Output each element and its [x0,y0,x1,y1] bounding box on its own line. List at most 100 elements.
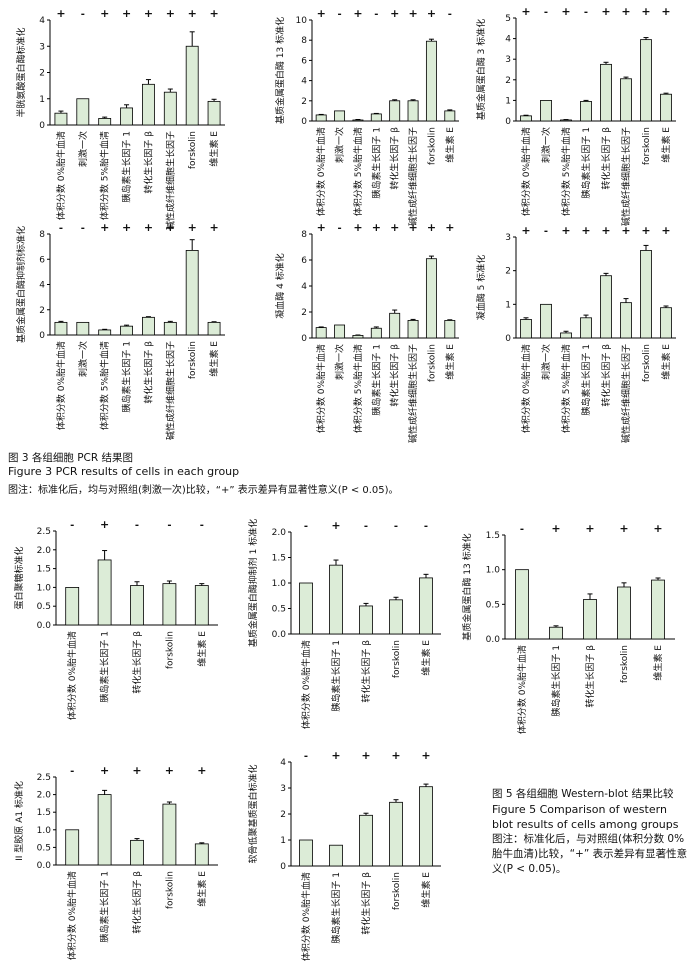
bar [65,829,80,866]
significance-marker: + [585,522,594,535]
y-tick-label: 4 [280,758,286,768]
category-label: 维生素 E [208,341,220,377]
category-label: 维生素 E [420,640,432,676]
y-tick-label: 1.5 [37,565,51,575]
y-tick-label: 2.5 [37,773,51,783]
figure5-title-en: Figure 5 Comparison of western blot resu… [492,803,679,831]
category-label: 转化生长因子 β [131,631,143,694]
significance-marker: - [448,9,452,20]
category-label: 转化生长因子 β [600,344,612,407]
significance-marker: - [584,7,588,18]
category-label: 碱性成纤维细胞生长因子 [164,341,176,440]
significance-marker: + [188,7,197,20]
significance-marker: - [394,521,398,532]
category-label: 胰岛素生长因子 1 [370,127,382,199]
y-axis-title: 基质金属蛋白酶 13 标准化 [461,533,473,640]
y-axis-title: 凝血酶 4 标准化 [274,253,286,318]
significance-marker: + [317,221,326,234]
category-label: forskolin [392,640,402,678]
significance-marker: + [653,522,662,535]
category-label: 胰岛素生长因子 1 [121,131,133,203]
bar [194,843,209,866]
chart-panel-5e: 0 1 2 3 4 软骨低聚基质蛋白标准化 - 体积分数 0%胎牛血清 + 胰岛素生长因子 1 + 转… [247,749,441,961]
category-label: 转化生长因子 β [584,645,596,708]
category-label: forskolin [620,645,630,683]
bar [329,844,343,867]
y-tick-label: 6 [301,256,307,266]
significance-marker: + [561,5,570,18]
category-label: 体积分数 0%胎牛血清 [300,872,312,961]
significance-marker: + [391,749,400,762]
y-tick-label: 1 [505,300,511,310]
y-axis-title: 凝血酶 5 标准化 [475,255,487,320]
y-axis-title: 基质金属蛋白酶抑制剂 1 标准化 [247,519,259,647]
bar [389,801,403,867]
category-label: 维生素 E [420,872,432,908]
y-tick-label: 10 [296,16,308,26]
figure3-title: 图 3 各组细胞 PCR 结果图 [8,452,133,464]
y-tick-label: 0.0 [272,630,287,640]
y-tick-label: 2 [39,69,45,79]
bar [194,585,209,626]
category-label: 维生素 E [196,631,208,667]
y-tick-label: 0 [301,117,307,127]
y-tick-label: 4 [39,16,45,26]
category-label: 体积分数 5%胎牛血清 [99,131,111,220]
bar [120,107,133,126]
bar [120,325,133,336]
bar [98,118,112,126]
significance-marker: - [200,520,204,531]
category-label: 胰岛素生长因子 1 [99,631,111,703]
category-label: forskolin [188,131,198,169]
category-label: 体积分数 0%胎牛血清 [520,127,532,216]
chart-panel-3b: 0 2 4 6 8 10 基质金属蛋白酶 13 标准化 + 体积分数 0%胎牛血清 - 刺激一次 + 体… [274,7,459,226]
y-tick-label: 6 [301,56,307,66]
y-tick-label: 1.0 [37,826,52,836]
bar [359,814,373,867]
significance-marker: + [621,224,630,237]
significance-marker: + [56,7,65,20]
y-tick-label: 3 [280,784,286,794]
bar [97,559,112,626]
significance-marker: + [122,221,131,234]
significance-marker: + [188,221,197,234]
significance-marker: + [132,764,141,777]
y-axis-title: 半胱氨酸蛋白酶标准化 [15,27,27,117]
significance-marker: - [544,226,548,237]
y-axis-title: II 型胶原 A1 标准化 [13,781,25,861]
significance-marker: + [427,221,436,234]
bar [540,303,552,339]
category-label: 体积分数 5%胎牛血清 [99,341,111,430]
significance-marker: - [135,520,139,531]
significance-marker: + [390,221,399,234]
category-label: 体积分数 0%胎牛血清 [55,131,67,220]
category-label: 维生素 E [208,131,220,167]
significance-marker: + [521,224,530,237]
significance-marker: - [337,223,341,234]
y-axis-title: 基质金属蛋白酶 13 标准化 [274,17,286,124]
significance-marker: + [331,749,340,762]
y-tick-label: 6 [39,255,45,265]
y-tick-label: 8 [301,36,307,46]
bar [549,626,563,640]
significance-marker: + [641,224,650,237]
bar [299,582,313,635]
y-axis-title: 蛋白聚糖标准化 [13,546,25,609]
bar [583,599,597,640]
bar [162,803,177,866]
y-tick-label: 1 [280,836,286,846]
category-label: 刺激一次 [334,344,346,380]
bar [207,100,221,126]
significance-marker: + [421,749,430,762]
bar [444,320,456,339]
category-label: 胰岛素生长因子 1 [330,640,342,712]
y-tick-label: 0.5 [486,600,500,610]
significance-marker: + [661,5,670,18]
chart-panel-5a: 0.0 0.5 1.0 1.5 2.0 2.5 蛋白聚糖标准化 - 体积分数 0%胎牛血清 + 胰岛… [13,518,218,720]
y-tick-label: 0 [505,334,511,344]
y-tick-label: 1.5 [37,808,51,818]
y-tick-label: 2 [505,267,511,277]
bar [185,250,199,336]
bar [444,110,456,122]
significance-marker: + [641,5,650,18]
